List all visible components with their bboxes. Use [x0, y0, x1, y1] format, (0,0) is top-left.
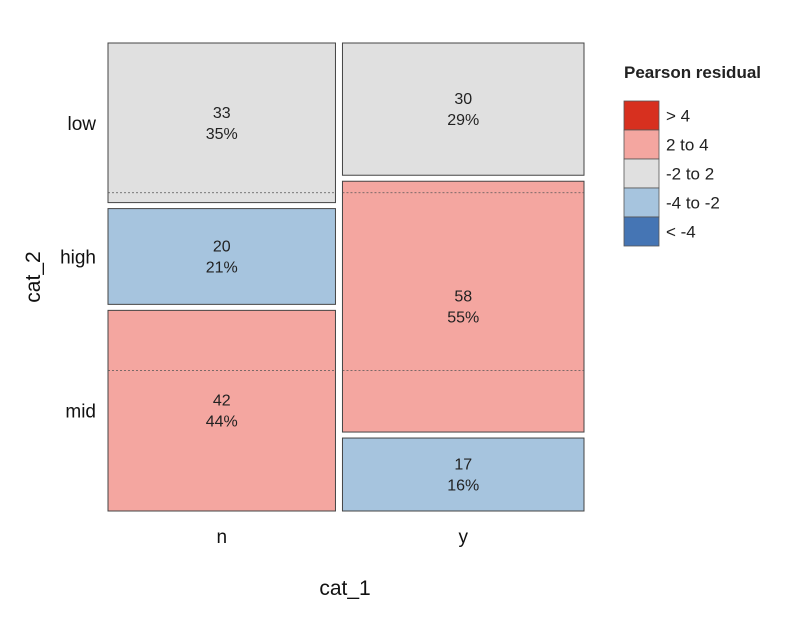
legend-swatch-0 [623, 100, 660, 131]
legend: Pearson residual > 4 2 to 4 -2 to 2 -4 to -… [623, 63, 761, 247]
x-axis-title: cat_1 [319, 577, 370, 600]
cell-percent-y-high: 55% [447, 310, 479, 327]
legend-entries: > 4 2 to 4 -2 to 2 -4 to -2 < -4 [623, 100, 720, 247]
mosaic-cell-n-low [107, 42, 336, 204]
mosaic-cell-n-high [107, 208, 336, 305]
legend-swatch-4 [623, 216, 660, 247]
legend-label-1: 2 to 4 [666, 136, 709, 155]
y-tick-low: low [67, 114, 96, 135]
cell-count-n-high: 20 [213, 238, 231, 255]
cell-count-y-high: 58 [454, 289, 472, 306]
mosaic-cell-n-mid [107, 309, 336, 512]
cell-percent-n-low: 35% [206, 126, 238, 143]
legend-swatch-3 [623, 187, 660, 218]
legend-label-0: > 4 [666, 107, 690, 126]
cell-count-y-low: 30 [454, 91, 472, 108]
cell-count-n-mid: 42 [213, 393, 231, 410]
x-tick-y: y [458, 527, 468, 548]
legend-swatch-1 [623, 129, 660, 160]
cell-count-y-mid: 17 [454, 457, 472, 474]
legend-label-3: -4 to -2 [666, 194, 720, 213]
axis-ticks: n y low high mid [60, 114, 468, 548]
x-tick-n: n [216, 527, 227, 548]
legend-label-4: < -4 [666, 223, 696, 242]
y-axis-title: cat_2 [22, 251, 45, 302]
legend-label-2: -2 to 2 [666, 165, 714, 184]
cell-labels: 33 35% 20 21% 42 44% 30 29% 58 55% 17 16% [108, 91, 584, 495]
mosaic-cell-y-high [341, 180, 585, 433]
cell-percent-y-low: 29% [447, 112, 479, 129]
legend-title: Pearson residual [624, 63, 761, 82]
legend-swatch-2 [623, 158, 660, 189]
cell-percent-n-high: 21% [206, 259, 238, 276]
mosaic-cell-y-low [341, 42, 585, 176]
y-tick-mid: mid [65, 402, 96, 423]
cell-percent-y-mid: 16% [447, 478, 479, 495]
mosaic-cell-y-mid [341, 437, 585, 512]
cell-percent-n-mid: 44% [206, 414, 238, 431]
mosaic-cells [107, 42, 585, 512]
cell-count-n-low: 33 [213, 105, 231, 122]
y-tick-high: high [60, 247, 96, 268]
